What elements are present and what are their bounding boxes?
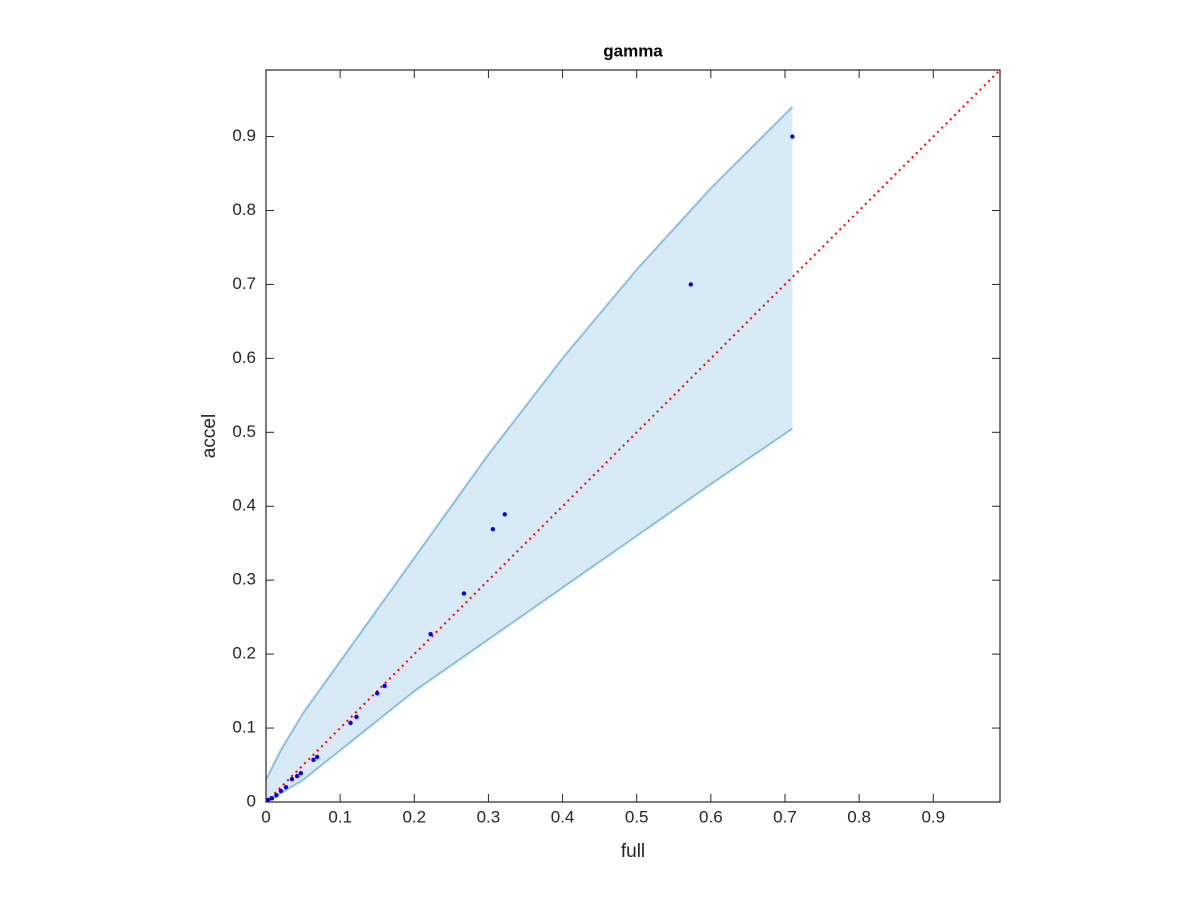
y-tick-label: 0.4 bbox=[232, 496, 256, 515]
data-point bbox=[294, 773, 300, 779]
data-point bbox=[314, 754, 320, 760]
y-tick-label: 0.7 bbox=[232, 274, 256, 293]
y-axis-label: accel bbox=[199, 414, 220, 458]
data-point bbox=[354, 714, 359, 720]
data-point bbox=[375, 691, 380, 696]
data-point bbox=[269, 796, 275, 801]
axes-box bbox=[265, 69, 1001, 803]
x-tick-label: 0.9 bbox=[921, 807, 945, 826]
y-tick-label: 0.6 bbox=[232, 348, 256, 367]
data-point bbox=[502, 512, 507, 517]
confidence-band bbox=[266, 106, 793, 802]
data-point bbox=[274, 793, 279, 798]
data-point bbox=[298, 770, 304, 776]
band-upper-line bbox=[265, 106, 794, 781]
data-point bbox=[311, 757, 316, 763]
data-point bbox=[382, 683, 387, 689]
x-tick-label: 0.4 bbox=[551, 807, 575, 826]
y-tick-label: 0.5 bbox=[232, 422, 256, 441]
data-point bbox=[688, 282, 694, 287]
data-point bbox=[461, 591, 467, 596]
y-tick-label: 0.1 bbox=[232, 718, 256, 737]
y-tick-label: 0.2 bbox=[232, 644, 256, 663]
data-point bbox=[428, 631, 433, 637]
x-tick-label: 0.1 bbox=[328, 807, 352, 826]
y-tick-label: 0.9 bbox=[232, 126, 256, 145]
data-point bbox=[348, 720, 353, 726]
x-tick-label: 0.2 bbox=[402, 807, 426, 826]
band-lower-line bbox=[265, 427, 793, 803]
y-tick-label: 0.3 bbox=[232, 570, 256, 589]
x-axis-label: full bbox=[621, 841, 645, 862]
x-tick-label: 0.8 bbox=[847, 807, 871, 826]
data-point bbox=[278, 788, 284, 794]
data-point bbox=[790, 134, 795, 139]
data-point bbox=[266, 797, 271, 802]
x-tick-label: 0.5 bbox=[625, 807, 649, 826]
x-tick-label: 0.3 bbox=[477, 807, 501, 826]
data-point bbox=[289, 776, 295, 782]
y-tick-label: 0 bbox=[247, 791, 256, 810]
x-tick-label: 0.6 bbox=[699, 807, 723, 826]
x-tick-label: 0.7 bbox=[773, 807, 797, 826]
chart-title: gamma bbox=[603, 41, 663, 60]
data-point bbox=[283, 785, 289, 790]
x-tick-label: 0 bbox=[261, 807, 270, 826]
y-tick-label: 0.8 bbox=[232, 200, 256, 219]
data-point bbox=[490, 526, 496, 532]
